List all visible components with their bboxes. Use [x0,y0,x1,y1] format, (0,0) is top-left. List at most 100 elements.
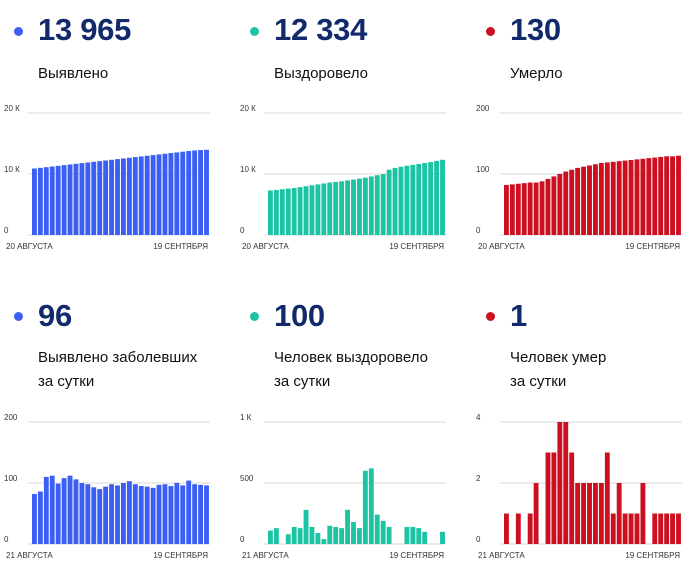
bar [37,167,43,235]
bar [49,475,55,544]
bar [593,483,598,544]
panel-daily-deaths: 1 Человек умер за сутки 0 2 4 21 АВГУСТА 19 … [472,290,697,575]
bar [162,153,168,235]
bar [279,189,285,235]
bar [121,158,126,235]
bar [658,513,664,544]
bar [309,185,315,235]
x-end-date-label: 19 СЕНТЯБРЯ [389,242,444,251]
bar [49,166,55,235]
bar [398,166,404,235]
total-identified-label: Выявлено [38,65,109,82]
panel-identified: 13 965 Выявлено 0 10 К 20 К 20 АВГУСТА 19 СЕ… [0,0,225,285]
bar [85,162,91,235]
bar [386,169,392,235]
bar [138,486,144,544]
deaths-chart: 0 100 200 20 АВГУСТА 19 СЕНТЯБРЯ [476,104,682,251]
bar [357,528,362,544]
bar [598,483,604,544]
bar [268,190,273,235]
bar [593,164,598,235]
bar [509,184,515,235]
bar [115,159,120,235]
y-tick-label: 0 [240,535,245,544]
bar [285,188,291,235]
bar [61,478,67,544]
bar [670,513,675,544]
bar [303,509,309,544]
bar [634,513,640,544]
bar [273,189,279,235]
bar [345,509,350,544]
bar [616,483,622,544]
daily-recovered-value: 100 [274,298,325,333]
y-tick-label: 1 К [240,413,252,422]
x-end-date-label: 19 СЕНТЯБРЯ [625,551,680,560]
bar [351,179,356,235]
bar [55,483,61,544]
bar [676,513,681,544]
x-start-date-label: 20 АВГУСТА [242,242,289,251]
bar [539,181,545,235]
bar [285,534,291,544]
bar [321,539,327,544]
bar [333,181,339,235]
bar [598,163,604,235]
bar [291,188,297,235]
bar [144,155,150,235]
bar [386,526,392,544]
y-tick-label: 2 [476,474,481,483]
daily-deaths-label: Человек умер за сутки [510,349,607,390]
bar [79,163,85,235]
bar [297,187,303,235]
legend-dot-icon [14,27,23,36]
bar [640,483,646,544]
bar [43,167,49,235]
bar [327,525,333,544]
bar [652,513,658,544]
y-tick-label: 0 [4,535,9,544]
legend-dot-icon [486,312,495,321]
bar [640,158,646,235]
bar [186,480,192,544]
bar [67,164,73,235]
bar [168,486,174,544]
bar [79,483,85,544]
bar [504,513,509,544]
bar [664,513,670,544]
bar [392,167,398,235]
bar [321,183,327,235]
legend-dot-icon [486,27,495,36]
x-start-date-label: 20 АВГУСТА [478,242,525,251]
bar [428,162,434,235]
bar [174,483,180,544]
bar [132,157,138,235]
bar [440,159,445,235]
bar [374,514,380,544]
bar [670,156,675,235]
bar [533,182,539,235]
x-end-date-label: 19 СЕНТЯБРЯ [153,551,208,560]
bar [180,485,186,544]
bar [416,163,422,235]
bar [422,163,428,235]
recovered-chart: 0 10 К 20 К 20 АВГУСТА 19 СЕНТЯБРЯ [240,104,446,251]
total-deaths-label: Умерло [510,65,563,82]
daily-deaths-chart: 0 2 4 21 АВГУСТА 19 СЕНТЯБРЯ [476,413,682,560]
bar [357,178,362,235]
bar [339,181,345,235]
bar [622,160,628,235]
bar [115,485,120,544]
daily-recovered-label: Человек выздоровело за сутки [274,349,428,390]
bar [67,475,73,544]
bar [410,526,416,544]
bar [156,484,162,544]
bar [422,531,428,544]
bar [616,161,622,235]
bar [362,177,368,235]
legend-dot-icon [14,312,23,321]
bar [557,174,563,235]
y-tick-label: 100 [476,165,490,174]
bar [297,528,303,544]
y-tick-label: 200 [4,413,18,422]
